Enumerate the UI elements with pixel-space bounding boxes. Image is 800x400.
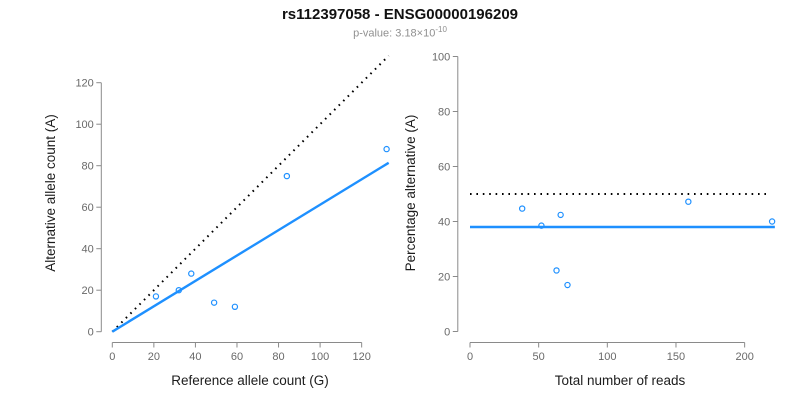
identity-line: [111, 55, 390, 333]
data-point: [383, 145, 390, 153]
y-tick-label: 20: [82, 285, 94, 297]
x-tick-label: 50: [533, 351, 545, 363]
y-tick-label: 0: [88, 327, 94, 339]
percentage-scatter: 0 50 100 150 200 0 20 40 60 80 100 Total number of …: [403, 51, 776, 388]
data-point: [210, 299, 218, 306]
y-tick-label: 40: [82, 244, 94, 256]
x-tick-label: 150: [667, 351, 685, 363]
x-axis-title: Reference allele count (G): [171, 373, 329, 388]
data-point: [557, 211, 564, 219]
data-point: [175, 287, 182, 294]
data-point: [685, 198, 692, 205]
x-tick-label: 100: [311, 351, 329, 363]
y-axis-title: Percentage alternative (A): [403, 115, 418, 272]
x-tick-label: 0: [109, 351, 115, 363]
plot-series: [470, 193, 776, 289]
x-tick-label: 40: [189, 351, 201, 363]
figure-subtitle: p-value: 3.18×10-10: [0, 25, 800, 40]
y-tick-label: 80: [438, 106, 450, 118]
y-tick-label: 60: [82, 202, 94, 214]
data-point: [768, 218, 776, 225]
y-tick-label: 100: [432, 51, 450, 63]
y-axis-title: Alternative allele count (A): [43, 114, 58, 272]
figure-title: rs112397058 - ENSG00000196209: [281, 6, 519, 23]
data-point: [518, 205, 526, 212]
y-tick-label: 100: [75, 119, 93, 131]
x-tick-label: 0: [467, 351, 473, 363]
y-tick-label: 80: [82, 161, 94, 173]
data-point: [564, 281, 571, 289]
y-tick-label: 60: [438, 161, 450, 173]
fit-line: [111, 161, 390, 333]
y-tick-label: 40: [438, 216, 450, 228]
x-tick-label: 200: [735, 351, 753, 363]
x-axis-title: Total number of reads: [555, 373, 686, 388]
x-tick-label: 20: [148, 351, 160, 363]
data-point: [538, 222, 545, 229]
allele-count-scatter: 0 20 40 60 80 100 120 0 20 40 60 80 100 120 Reference …: [43, 55, 390, 388]
y-tick-label: 20: [438, 271, 450, 283]
plot-series: [111, 55, 390, 333]
x-tick-label: 80: [272, 351, 284, 363]
y-tick-label: 0: [444, 326, 450, 338]
x-tick-label: 120: [352, 351, 370, 363]
data-point: [231, 303, 239, 310]
pvalue-exponent: -10: [435, 25, 447, 34]
x-tick-label: 100: [598, 351, 616, 363]
y-tick-label: 120: [75, 78, 93, 90]
pvalue-text: p-value: 3.18×10: [353, 27, 436, 40]
data-point: [553, 267, 560, 274]
data-point: [152, 293, 160, 300]
x-tick-label: 60: [231, 351, 243, 363]
data-point: [188, 270, 195, 277]
data-point: [283, 172, 291, 180]
